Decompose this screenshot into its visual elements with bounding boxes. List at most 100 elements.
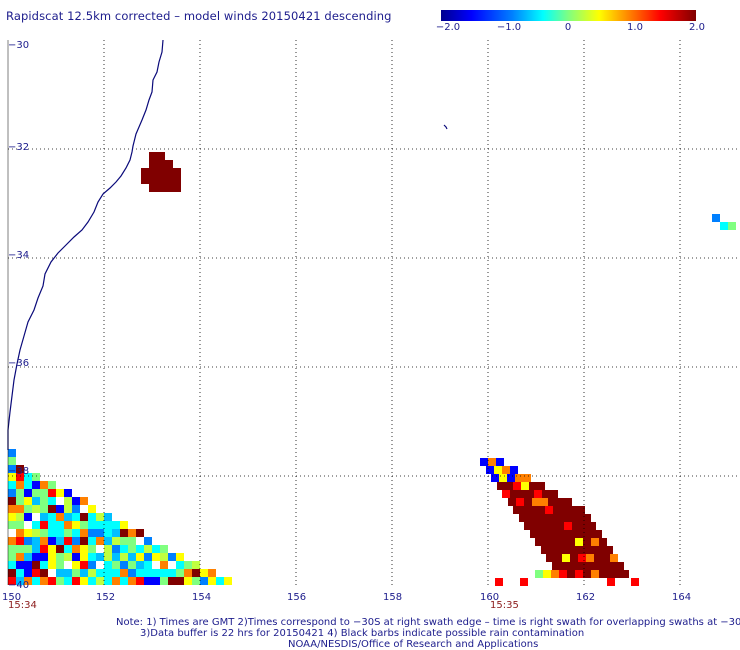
wind-pixel xyxy=(616,562,624,570)
wind-pixel xyxy=(543,538,551,546)
wind-pixel xyxy=(559,538,567,546)
lat-lon-grid xyxy=(8,40,740,585)
wind-pixel xyxy=(530,530,538,538)
wind-pixel xyxy=(144,553,152,561)
wind-pixel xyxy=(160,561,168,569)
wind-pixel xyxy=(40,569,48,577)
colorbar-tick-label: 0 xyxy=(564,22,572,33)
wind-pixel xyxy=(149,184,157,192)
wind-pixel xyxy=(527,514,535,522)
wind-pixel xyxy=(573,546,581,554)
wind-pixel xyxy=(112,529,120,537)
wind-pixel xyxy=(32,505,40,513)
wind-pixel xyxy=(72,529,80,537)
colorbar-tick-label: −2.0 xyxy=(435,22,461,33)
wind-pixel xyxy=(495,578,503,586)
wind-pixel xyxy=(567,514,575,522)
wind-pixel xyxy=(523,474,531,482)
lon-label: 152 xyxy=(96,592,116,603)
wind-pixel xyxy=(583,538,591,546)
wind-pixel xyxy=(8,457,16,465)
wind-pixel xyxy=(502,490,510,498)
wind-pixel xyxy=(120,529,128,537)
wind-pixel xyxy=(48,537,56,545)
wind-pixel xyxy=(104,561,112,569)
wind-pixel xyxy=(567,538,575,546)
wind-pixel xyxy=(24,561,32,569)
wind-pixel xyxy=(594,530,602,538)
wind-pixel xyxy=(64,513,72,521)
wind-pixel xyxy=(56,545,64,553)
wind-pixel xyxy=(149,160,157,168)
wind-pixel xyxy=(8,545,16,553)
wind-pixel xyxy=(497,482,505,490)
wind-pixel xyxy=(48,505,56,513)
lon-label: 158 xyxy=(383,592,403,603)
wind-pixel xyxy=(120,521,128,529)
wind-difference-pixels xyxy=(8,152,736,586)
wind-pixel xyxy=(88,553,96,561)
wind-pixel xyxy=(535,570,543,578)
wind-pixel xyxy=(88,577,96,585)
wind-pixel xyxy=(24,513,32,521)
wind-pixel xyxy=(160,577,168,585)
wind-pixel xyxy=(184,561,192,569)
wind-pixel xyxy=(104,529,112,537)
wind-pixel xyxy=(120,553,128,561)
wind-pixel xyxy=(546,530,554,538)
wind-pixel xyxy=(567,570,575,578)
lat-label: −30 xyxy=(8,40,30,51)
wind-pixel xyxy=(575,570,583,578)
wind-pixel xyxy=(176,569,184,577)
lat-label: −34 xyxy=(8,250,30,261)
colorbar-tick-label: 1.0 xyxy=(627,22,643,33)
wind-pixel xyxy=(40,521,48,529)
wind-pixel xyxy=(144,537,152,545)
wind-pixel xyxy=(494,466,502,474)
wind-pixel xyxy=(208,569,216,577)
wind-pixel xyxy=(24,553,32,561)
wind-pixel xyxy=(165,176,173,184)
wind-pixel xyxy=(176,553,184,561)
wind-pixel xyxy=(8,489,16,497)
wind-pixel xyxy=(64,577,72,585)
wind-pixel xyxy=(72,553,80,561)
wind-pixel xyxy=(128,529,136,537)
wind-pixel xyxy=(16,513,24,521)
wind-pixel xyxy=(40,513,48,521)
wind-pixel xyxy=(16,569,24,577)
wind-pixel xyxy=(549,546,557,554)
wind-pixel xyxy=(48,513,56,521)
footnote-line-2: 3)Data buffer is 22 hrs for 20150421 4) … xyxy=(140,628,585,639)
wind-pixel xyxy=(48,489,56,497)
wind-pixel xyxy=(594,554,602,562)
wind-pixel xyxy=(72,561,80,569)
wind-pixel xyxy=(72,569,80,577)
wind-pixel xyxy=(104,545,112,553)
wind-pixel xyxy=(554,530,562,538)
wind-pixel xyxy=(16,481,24,489)
wind-pixel xyxy=(8,577,16,585)
wind-pixel xyxy=(583,514,591,522)
wind-pixel xyxy=(88,505,96,513)
wind-pixel xyxy=(513,506,521,514)
wind-pixel xyxy=(548,498,556,506)
wind-pixel xyxy=(32,497,40,505)
wind-pixel xyxy=(16,553,24,561)
wind-pixel xyxy=(112,561,120,569)
wind-pixel xyxy=(192,577,200,585)
wind-pixel xyxy=(24,537,32,545)
wind-pixel xyxy=(40,577,48,585)
wind-pixel xyxy=(128,569,136,577)
wind-pixel xyxy=(149,176,157,184)
wind-pixel xyxy=(120,537,128,545)
colorbar-tick-label: 2.0 xyxy=(689,22,705,33)
wind-pixel xyxy=(56,561,64,569)
wind-pixel xyxy=(543,514,551,522)
wind-pixel xyxy=(200,577,208,585)
wind-pixel xyxy=(580,522,588,530)
wind-pixel xyxy=(610,554,618,562)
wind-pixel xyxy=(8,473,16,481)
wind-pixel xyxy=(526,490,534,498)
wind-pixel xyxy=(96,513,104,521)
